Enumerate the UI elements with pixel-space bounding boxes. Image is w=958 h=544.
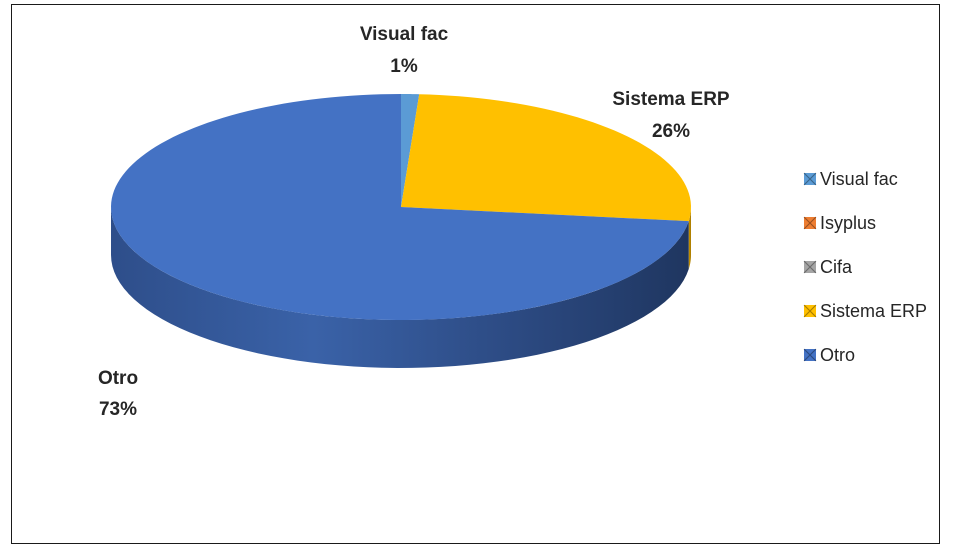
data-label-value-sistema-erp: 26% <box>652 121 690 142</box>
legend-swatch-cifa <box>804 261 816 273</box>
legend: Visual fac Isyplus Cifa Sistema ERP Otro <box>803 169 927 365</box>
data-label-name-otro: Otro <box>98 368 138 389</box>
data-label-value-visual-fac: 1% <box>390 56 418 77</box>
legend-swatch-shade <box>803 260 817 274</box>
legend-swatch-sistema-erp <box>804 305 816 317</box>
legend-swatch-visual-fac <box>804 173 816 185</box>
legend-entry-visual-fac: Visual fac <box>803 169 898 189</box>
slice-sistema-erp <box>401 94 691 222</box>
slice-side-otro <box>111 207 689 368</box>
legend-label-otro: Otro <box>820 345 855 365</box>
legend-label-cifa: Cifa <box>820 257 853 277</box>
legend-swatch-shade <box>803 348 817 362</box>
legend-label-visual-fac: Visual fac <box>820 169 898 189</box>
data-label-name-sistema-erp: Sistema ERP <box>612 89 730 110</box>
legend-swatch-shade <box>803 304 817 318</box>
legend-swatch-shade <box>803 172 817 186</box>
slice-visual-fac <box>401 94 420 207</box>
data-label-name-visual-fac: Visual fac <box>360 24 449 45</box>
slice-side-sistema-erp <box>688 207 691 270</box>
pie-slices <box>111 94 691 368</box>
slice-otro <box>111 94 689 320</box>
legend-entry-otro: Otro <box>803 345 855 365</box>
legend-swatch-shade <box>803 216 817 230</box>
legend-entry-sistema-erp: Sistema ERP <box>803 301 927 321</box>
legend-entry-cifa: Cifa <box>803 257 853 277</box>
data-labels: Visual fac 1% Sistema ERP 26% Otro 73% <box>98 24 730 420</box>
legend-entry-isyplus: Isyplus <box>803 213 876 233</box>
data-label-value-otro: 73% <box>99 399 137 420</box>
legend-label-isyplus: Isyplus <box>820 213 876 233</box>
legend-label-sistema-erp: Sistema ERP <box>820 301 927 321</box>
legend-swatch-isyplus <box>804 217 816 229</box>
legend-swatch-otro <box>804 349 816 361</box>
